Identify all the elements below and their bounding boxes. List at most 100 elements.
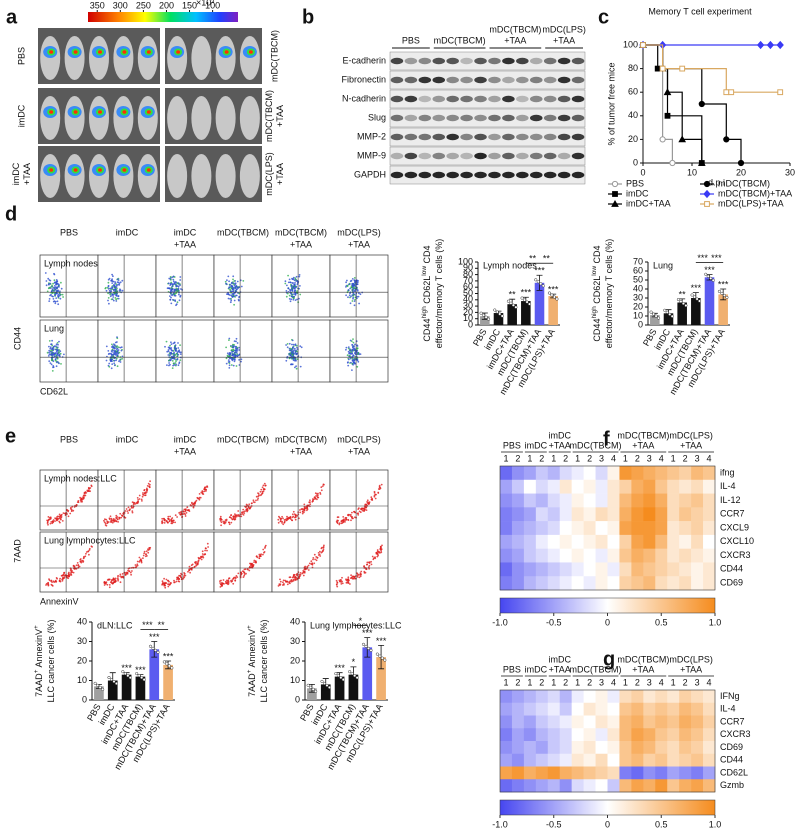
band	[571, 95, 585, 103]
event-dot	[296, 358, 299, 361]
event-dot	[319, 491, 321, 494]
band	[516, 152, 529, 160]
event-dot	[164, 581, 166, 584]
heat-cell	[643, 548, 656, 563]
event-dot	[177, 347, 180, 349]
band	[488, 133, 501, 141]
event-dot	[173, 283, 176, 285]
event-dot	[111, 363, 114, 365]
event-dot	[381, 544, 383, 547]
heat-cell	[703, 690, 716, 704]
column-label: 1	[575, 677, 580, 687]
replicate-dot	[140, 676, 144, 680]
heat-cell	[607, 534, 620, 549]
event-dot	[50, 579, 53, 582]
event-dot	[376, 555, 379, 558]
heat-cell	[523, 534, 537, 549]
replicate-dot	[350, 672, 354, 676]
event-dot	[376, 553, 379, 556]
event-dot	[316, 557, 319, 559]
heat-cell	[500, 690, 513, 704]
event-dot	[53, 292, 56, 295]
event-dot	[162, 581, 164, 584]
column-label: 3	[695, 677, 700, 687]
heat-cell	[595, 741, 608, 755]
replicate-dot	[534, 278, 538, 282]
event-dot	[286, 515, 288, 518]
column-label: 1	[527, 453, 532, 463]
error-bar	[151, 641, 158, 658]
event-dot	[264, 544, 267, 547]
event-dot	[294, 351, 297, 354]
heat-cell	[571, 534, 584, 549]
event-dot	[230, 364, 233, 366]
bar	[650, 315, 660, 325]
event-dot	[178, 362, 181, 365]
event-dot	[129, 571, 132, 574]
heat-cell	[559, 521, 572, 536]
superscript: high	[591, 306, 598, 319]
event-dot	[177, 580, 180, 582]
replicate-dot	[375, 652, 379, 656]
event-dot	[170, 351, 173, 354]
event-dot	[170, 287, 173, 289]
event-dot	[234, 513, 236, 515]
event-dot	[111, 273, 113, 276]
band	[502, 133, 515, 141]
event-dot	[303, 571, 306, 573]
colorbar-tick-label: 0.5	[655, 617, 668, 627]
event-dot	[170, 343, 173, 345]
heat-cell	[643, 479, 656, 494]
event-dot	[296, 350, 298, 353]
event-dot	[48, 345, 50, 348]
event-dot	[224, 280, 227, 283]
heat-cell	[679, 466, 692, 481]
flow-plot	[213, 254, 273, 318]
colorbar	[88, 12, 238, 22]
chart-title: Lung	[653, 260, 673, 270]
event-dot	[67, 515, 70, 518]
event-dot	[291, 354, 294, 356]
event-dot	[351, 278, 354, 280]
event-dot	[175, 360, 177, 362]
event-dot	[232, 364, 235, 367]
event-dot	[250, 562, 252, 565]
heat-cell	[547, 548, 561, 563]
label-part: AnnexinV	[247, 629, 257, 670]
event-dot	[165, 519, 168, 522]
event-dot	[349, 349, 352, 351]
event-dot	[287, 291, 290, 293]
error-bar	[364, 637, 371, 658]
event-dot	[143, 552, 146, 555]
bar	[493, 313, 504, 325]
label-part: CD4	[592, 245, 602, 266]
heat-cell	[547, 753, 561, 767]
event-dot	[354, 343, 356, 346]
label-part: AnnexinV	[34, 629, 44, 670]
band	[502, 95, 515, 103]
event-dot	[335, 579, 338, 582]
event-dot	[193, 502, 196, 504]
band	[418, 171, 432, 179]
marker	[777, 89, 784, 96]
event-dot	[117, 579, 119, 582]
event-dot	[116, 350, 119, 353]
colorbar-tick-label: 0.5	[655, 819, 668, 829]
event-dot	[321, 546, 323, 549]
event-dot	[167, 349, 170, 351]
event-dot	[200, 556, 203, 559]
event-dot	[380, 483, 383, 486]
row-label: CCR7	[720, 509, 745, 519]
event-dot	[57, 303, 60, 306]
event-dot	[177, 282, 180, 284]
replicate-dot	[484, 315, 488, 319]
heat-cell	[500, 507, 513, 522]
event-dot	[233, 360, 236, 363]
heat-cell	[643, 779, 656, 793]
event-dot	[188, 569, 191, 571]
event-dot	[232, 290, 234, 293]
heat-cell	[559, 753, 572, 767]
heat-cell	[535, 479, 549, 494]
event-dot	[357, 295, 360, 298]
event-dot	[48, 578, 50, 580]
